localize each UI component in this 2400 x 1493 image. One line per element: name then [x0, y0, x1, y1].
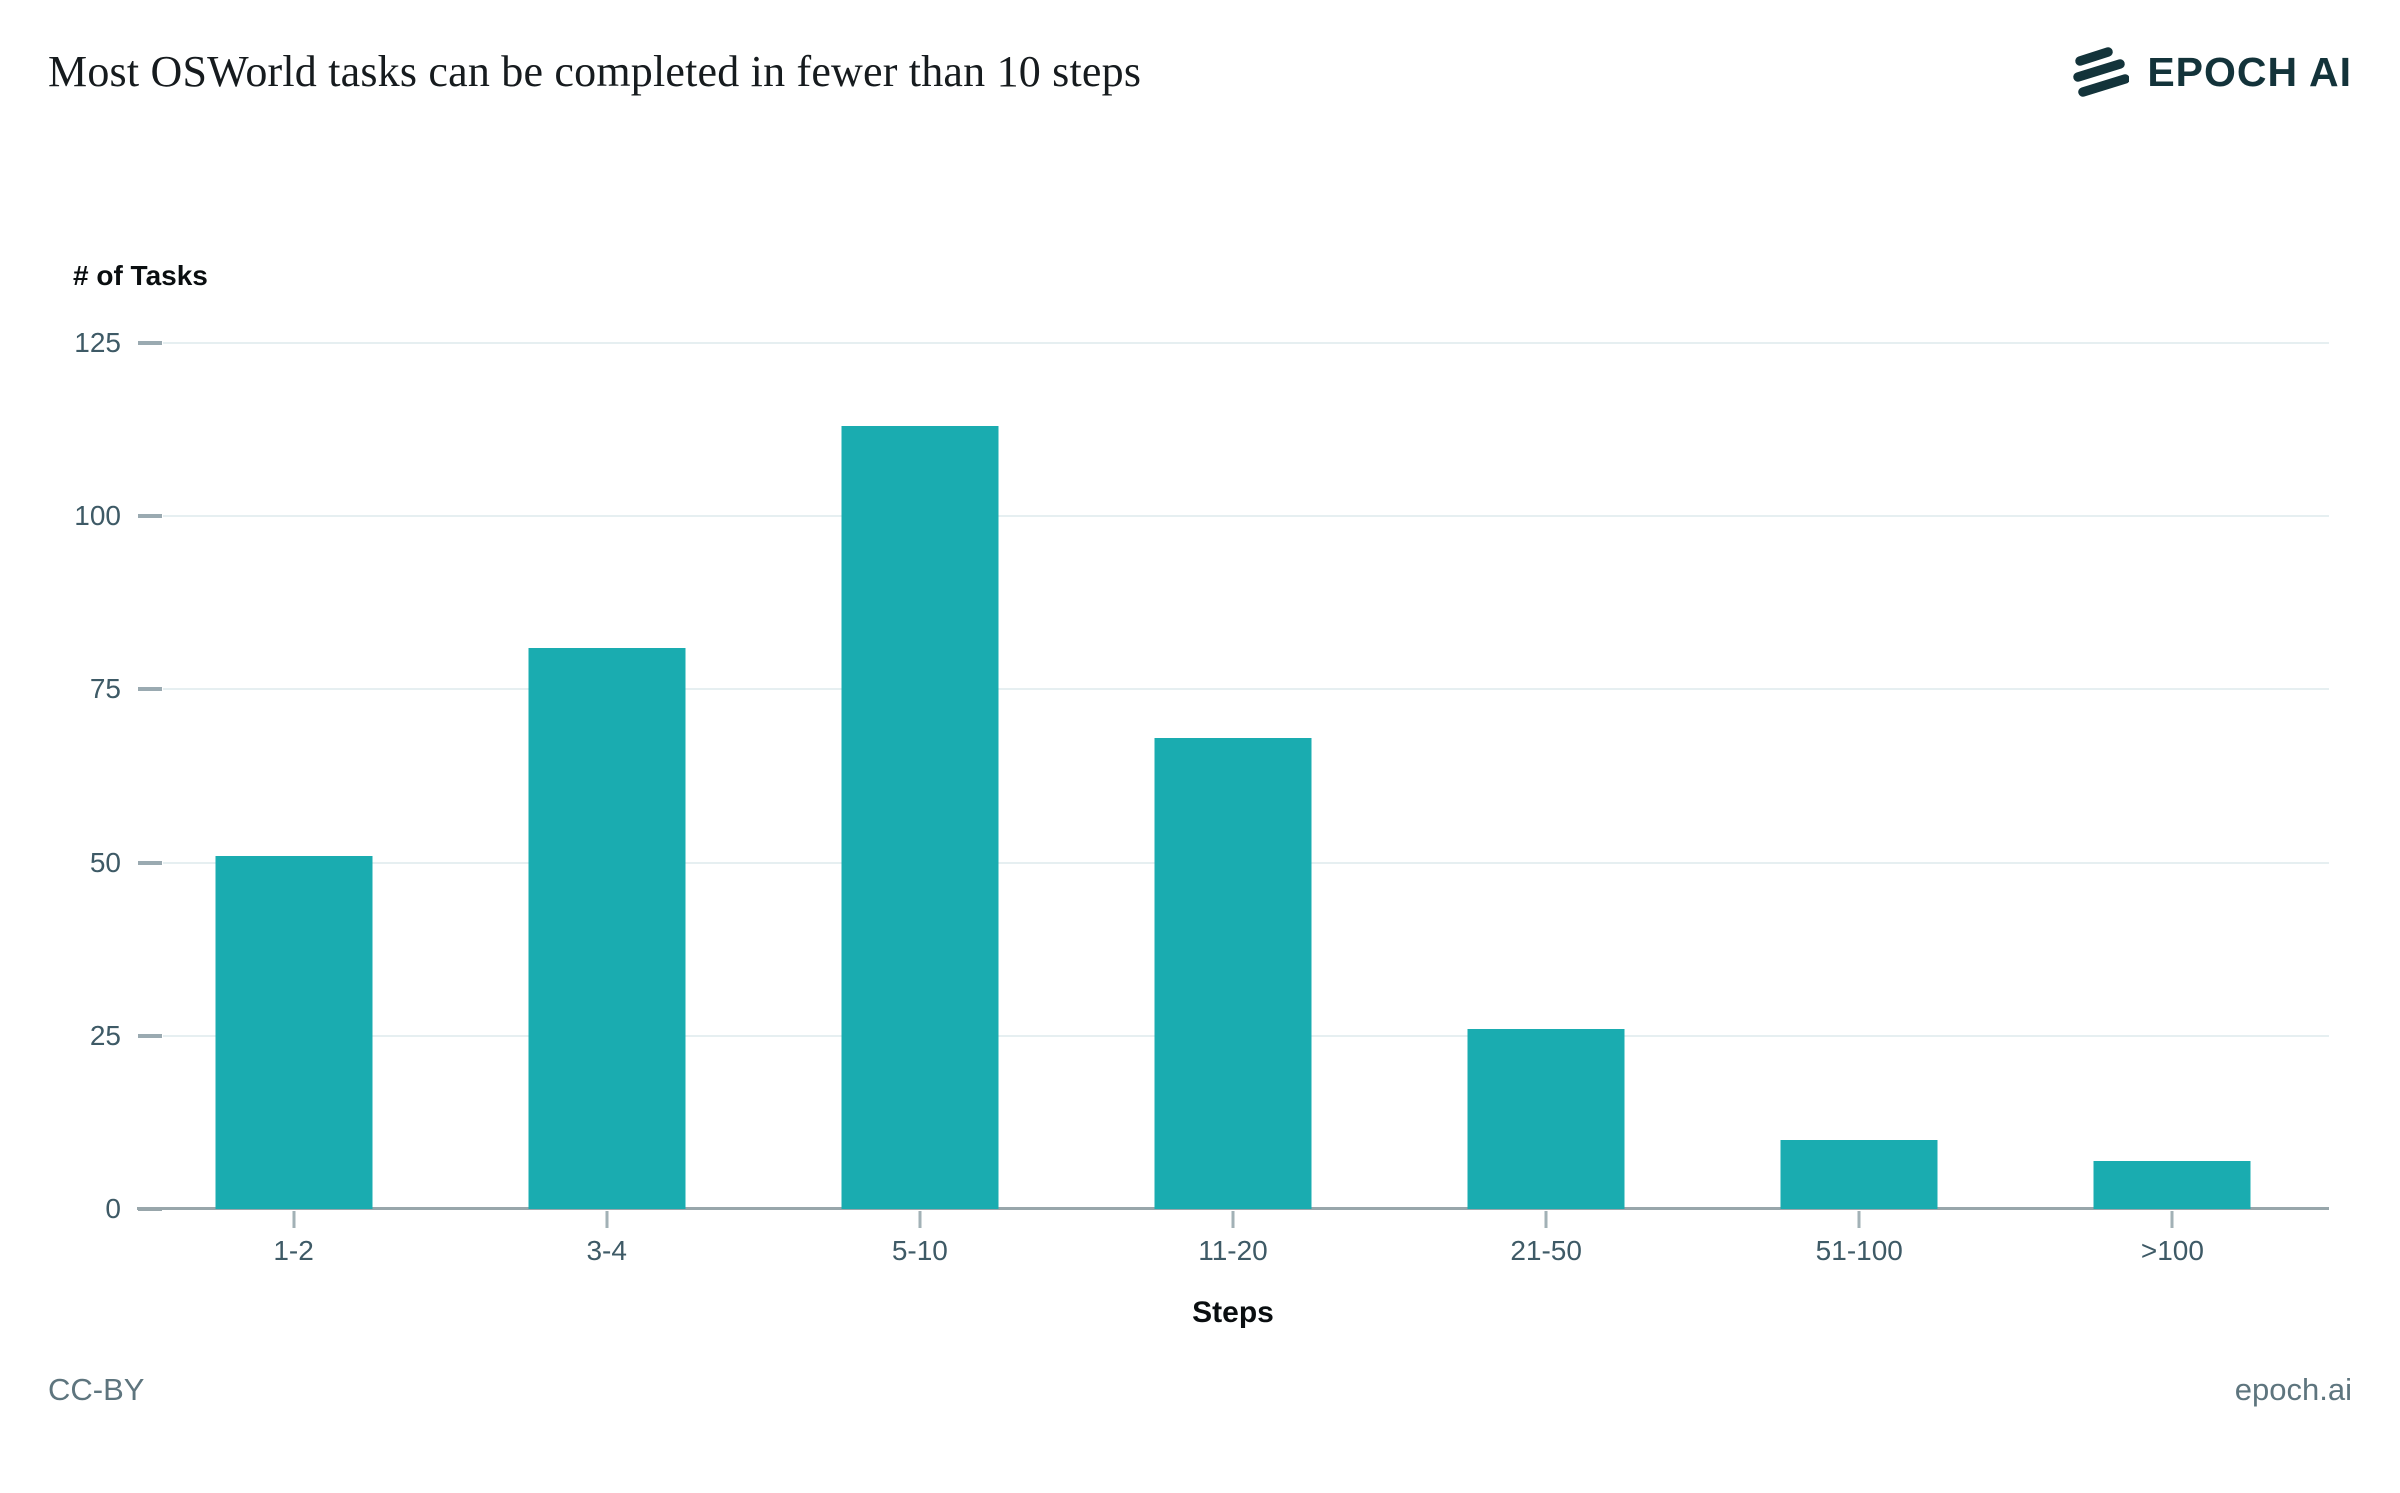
bar-slot-3-4: 3-4: [450, 343, 763, 1266]
epoch-ai-logo: EPOCH AI: [2071, 44, 2352, 100]
gridline-125: [163, 342, 2329, 344]
bar-21-50: [1467, 1028, 1625, 1209]
y-axis-title: # of Tasks: [73, 260, 208, 291]
y-tick-50: [138, 860, 162, 865]
y-tick-100: [138, 514, 162, 519]
x-tick-label-11-20: 11-20: [1198, 1235, 1268, 1266]
bar-11-20: [1154, 737, 1312, 1209]
y-tick-label-25: 25: [89, 1019, 121, 1051]
bar-51-100: [1780, 1139, 1938, 1209]
x-tick-label->100: >100: [2140, 1235, 2204, 1266]
y-tick-label-0: 0: [105, 1193, 121, 1224]
epoch-logo-text: EPOCH AI: [2147, 48, 2352, 95]
y-tick-label-50: 50: [89, 846, 121, 878]
y-tick-125: [138, 341, 162, 345]
x-axis-title: Steps: [1192, 1296, 1274, 1329]
x-tick-label-5-10: 5-10: [891, 1235, 948, 1266]
x-tick-label-1-2: 1-2: [273, 1235, 314, 1266]
bar-slot-1-2: 1-2: [137, 343, 450, 1266]
x-tick-label-3-4: 3-4: [586, 1235, 627, 1266]
gridline-100: [163, 515, 2329, 518]
x-tick-5-10: [918, 1211, 922, 1228]
x-tick-label-21-50: 21-50: [1510, 1235, 1582, 1266]
gridline-75: [163, 688, 2329, 691]
bar-slot->100: >100: [2016, 343, 2329, 1266]
bar-series: 1-2 3-4 5-10 11-20 21-50 51-100 >100: [137, 343, 2329, 1266]
x-tick-21-50: [1544, 1211, 1548, 1228]
bar-5-10: [841, 426, 999, 1209]
x-tick-1-2: [292, 1211, 296, 1228]
bar-slot-51-100: 51-100: [1703, 343, 2016, 1266]
y-tick-75: [138, 687, 162, 692]
y-tick-label-100: 100: [74, 500, 121, 532]
x-tick-3-4: [605, 1211, 609, 1228]
plot-area: 0 25 50 75 100 125 1-2 3-4 5-10 11-20 21-50 51-100 >…: [74, 327, 2329, 1266]
site-link[interactable]: epoch.ai: [2234, 1372, 2352, 1407]
x-tick-11-20: [1231, 1211, 1235, 1228]
x-tick-label-51-100: 51-100: [1815, 1235, 1903, 1266]
bar-3-4: [528, 647, 686, 1209]
y-tick-label-125: 125: [74, 327, 121, 358]
bar-slot-5-10: 5-10: [763, 343, 1076, 1266]
bar-1-2: [215, 855, 373, 1209]
license-text: CC-BY: [48, 1372, 145, 1407]
y-tick-0: [138, 1207, 162, 1211]
y-tick-25: [138, 1033, 162, 1038]
y-tick-label-75: 75: [89, 673, 121, 705]
bar-slot-21-50: 21-50: [1390, 343, 1703, 1266]
x-tick-51-100: [1857, 1211, 1861, 1228]
bar-slot-11-20: 11-20: [1076, 343, 1389, 1266]
bar->100: [2093, 1160, 2251, 1209]
x-tick->100: [2170, 1211, 2174, 1228]
epoch-logo-icon: [2071, 44, 2130, 100]
chart-title: Most OSWorld tasks can be completed in f…: [48, 47, 1142, 96]
